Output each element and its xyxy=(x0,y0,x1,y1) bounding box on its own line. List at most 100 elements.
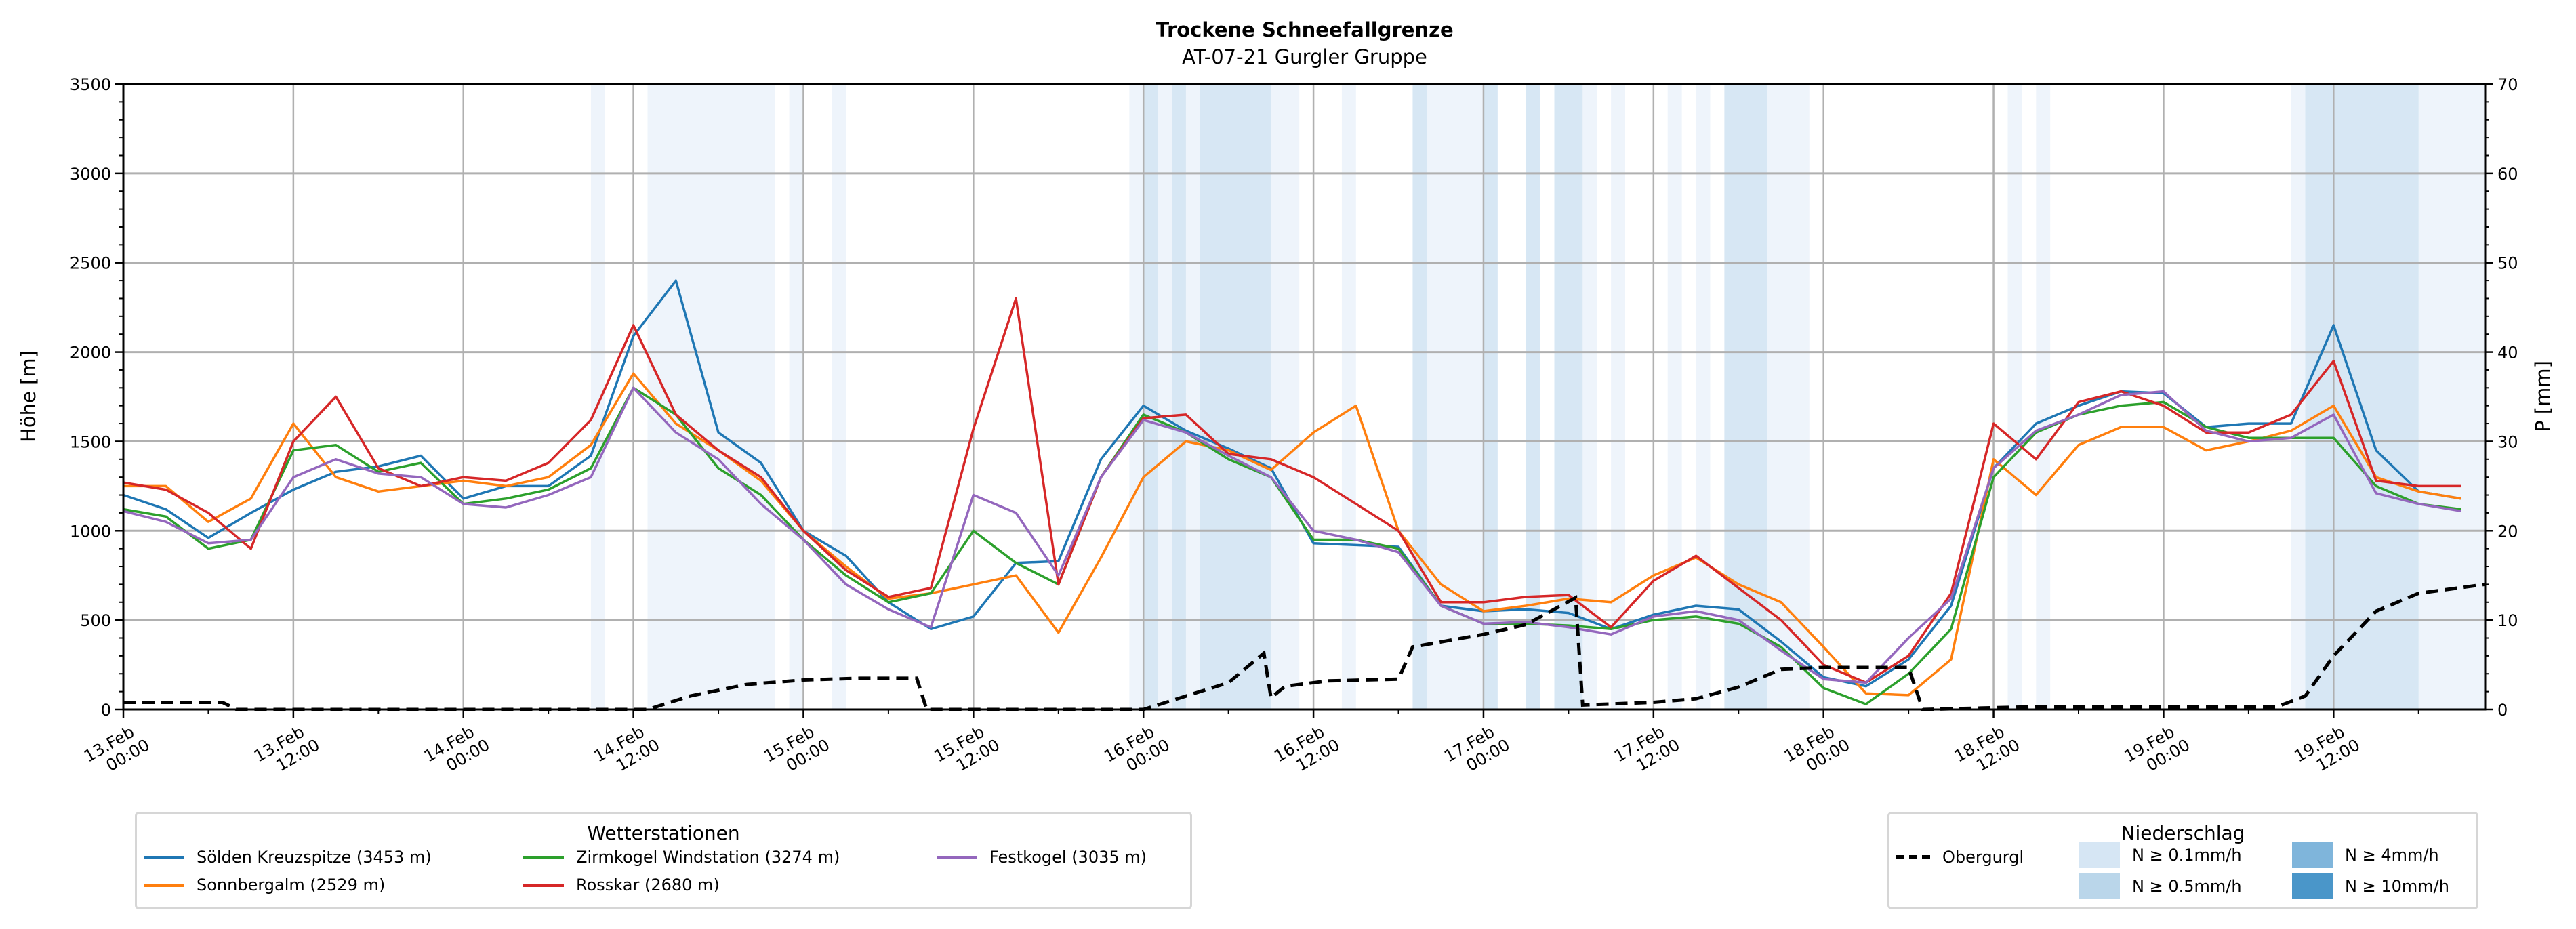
legend-item-zirmkogel: Zirmkogel Windstation (3274 m) xyxy=(523,848,840,867)
series-line-1 xyxy=(123,372,2461,697)
precip-band-light xyxy=(647,84,775,709)
y-right-tick-label: 10 xyxy=(2497,611,2518,630)
precip-band-light xyxy=(1767,84,1810,709)
y-tick-label: 2500 xyxy=(70,254,111,273)
legend-item-n05: N ≥ 0.5mm/h xyxy=(2079,873,2242,899)
legend-label: N ≥ 4mm/h xyxy=(2345,846,2439,865)
chart-subtitle: AT-07-21 Gurgler Gruppe xyxy=(1182,45,1427,68)
chart-title: Trockene Schneefallgrenze xyxy=(1156,18,1453,41)
legend-line-swatch xyxy=(937,855,977,859)
precip-band-light xyxy=(1185,84,1200,709)
precip-band-light xyxy=(2291,84,2306,709)
y-right-tick-label: 70 xyxy=(2497,75,2518,94)
precip-band-light xyxy=(1158,84,1172,709)
plot-frame xyxy=(122,83,2487,711)
legend-label: Sonnbergalm (2529 m) xyxy=(197,875,386,894)
y-axis-right-label: P [mm] xyxy=(2531,360,2554,432)
legend-stations-title: Wetterstationen xyxy=(587,822,740,844)
y-right-tick-label: 60 xyxy=(2497,165,2518,184)
y-tick-label: 2000 xyxy=(70,344,111,363)
y-tick-label: 3000 xyxy=(70,165,111,184)
precip-band-medium xyxy=(1526,84,1540,709)
series-line-3 xyxy=(123,297,2461,684)
legend-swatch xyxy=(2292,842,2333,868)
precip-obergurgl-line xyxy=(123,582,2486,711)
legend-swatch xyxy=(2079,873,2120,899)
y-right-tick-label: 30 xyxy=(2497,432,2518,451)
precip-band-medium xyxy=(1200,84,1271,709)
precip-bands xyxy=(590,84,2485,709)
legend-precip: Niederschlag Obergurgl N ≥ 0.1mm/h N ≥ 0… xyxy=(1887,812,2478,909)
legend-label: N ≥ 10mm/h xyxy=(2345,877,2449,896)
precip-band-light xyxy=(1341,84,1356,709)
y-right-tick-label: 0 xyxy=(2497,701,2508,720)
legend-label: Sölden Kreuzspitze (3453 m) xyxy=(197,848,432,867)
precip-band-light xyxy=(1271,84,1300,709)
y-tick-label: 1500 xyxy=(70,432,111,451)
y-tick-label: 3500 xyxy=(70,75,111,94)
legend-item-n10: N ≥ 10mm/h xyxy=(2292,873,2449,899)
precip-band-medium xyxy=(2305,84,2419,709)
grid-lines xyxy=(123,84,2485,709)
precip-band-medium xyxy=(1143,84,1158,709)
legend-label: N ≥ 0.1mm/h xyxy=(2132,846,2242,865)
precip-band-light xyxy=(1427,84,1484,709)
legend-item-festkogel: Festkogel (3035 m) xyxy=(937,848,1147,867)
legend-label: Festkogel (3035 m) xyxy=(989,848,1147,867)
legend-swatch xyxy=(2292,873,2333,899)
legend-swatch xyxy=(2079,842,2120,868)
legend-item-rosskar: Rosskar (2680 m) xyxy=(523,875,720,894)
legend-stations: Wetterstationen Sölden Kreuzspitze (3453… xyxy=(135,812,1192,909)
precip-band-light xyxy=(1129,84,1144,709)
precip-band-medium xyxy=(1554,84,1583,709)
legend-line-swatch xyxy=(144,883,184,887)
precip-band-light xyxy=(2418,84,2485,709)
precip-band-light xyxy=(1696,84,1711,709)
y-right-tick-label: 50 xyxy=(2497,254,2518,273)
precip-band-light xyxy=(2007,84,2022,709)
precip-band-light xyxy=(2036,84,2051,709)
legend-label: Rosskar (2680 m) xyxy=(576,875,720,894)
precip-band-medium xyxy=(1172,84,1186,709)
legend-line-swatch xyxy=(144,855,184,859)
series-line-4 xyxy=(123,386,2461,684)
legend-precip-title: Niederschlag xyxy=(2121,822,2245,844)
precip-band-light xyxy=(1582,84,1597,709)
legend-item-n01: N ≥ 0.1mm/h xyxy=(2079,842,2242,868)
y-right-tick-label: 20 xyxy=(2497,522,2518,541)
precip-band-medium xyxy=(1483,84,1498,709)
legend-item-obergurgl: Obergurgl xyxy=(1896,848,2024,867)
y-axis-label: Höhe [m] xyxy=(17,350,40,442)
y-right-tick-label: 40 xyxy=(2497,344,2518,363)
precip-band-light xyxy=(789,84,804,709)
y-tick-label: 1000 xyxy=(70,522,111,541)
precip-band-medium xyxy=(1412,84,1427,709)
precip-band-light xyxy=(1667,84,1682,709)
legend-label: Zirmkogel Windstation (3274 m) xyxy=(576,848,840,867)
y-tick-label: 500 xyxy=(80,611,111,630)
precip-band-light xyxy=(1611,84,1626,709)
legend-item-soelden: Sölden Kreuzspitze (3453 m) xyxy=(144,848,432,867)
y-tick-label: 0 xyxy=(101,701,111,720)
legend-line-swatch xyxy=(523,883,564,887)
legend-item-n4: N ≥ 4mm/h xyxy=(2292,842,2439,868)
series-lines xyxy=(123,279,2486,711)
precip-band-light xyxy=(832,84,846,709)
legend-line-swatch xyxy=(523,855,564,859)
legend-label: Obergurgl xyxy=(1942,848,2024,867)
